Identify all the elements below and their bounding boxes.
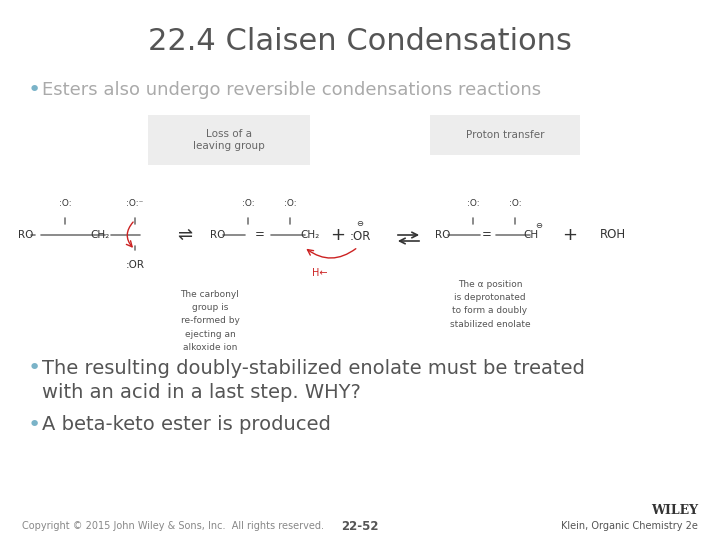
Polygon shape [430,115,580,155]
Text: :O:: :O: [242,199,254,207]
Text: +: + [330,226,346,244]
Text: ⇌: ⇌ [177,226,192,244]
Text: ROH: ROH [600,228,626,241]
Text: :OR: :OR [349,231,371,244]
Text: :O:: :O: [509,199,521,207]
Text: :O:: :O: [467,199,480,207]
Text: RO: RO [18,230,33,240]
Text: The α position
is deprotonated
to form a doubly
stabilized enolate: The α position is deprotonated to form a… [450,280,531,329]
Polygon shape [148,115,310,165]
Text: A beta-keto ester is produced: A beta-keto ester is produced [42,415,331,435]
Text: :OR: :OR [125,260,145,270]
Text: with an acid in a last step. WHY?: with an acid in a last step. WHY? [42,383,361,402]
Text: :O:: :O: [284,199,297,207]
Text: H←: H← [312,268,328,278]
Text: Esters also undergo reversible condensations reactions: Esters also undergo reversible condensat… [42,81,541,99]
Text: CH₂: CH₂ [300,230,319,240]
Text: ⊖: ⊖ [356,219,364,227]
Text: CH: CH [523,230,538,240]
Text: •: • [28,415,41,435]
Text: 22.4 Claisen Condensations: 22.4 Claisen Condensations [148,28,572,57]
Text: =: = [482,228,492,241]
Text: The carbonyl
group is
re-formed by
ejecting an
alkoxide ion: The carbonyl group is re-formed by eject… [181,290,240,352]
Text: Loss of a
leaving group: Loss of a leaving group [193,129,265,151]
Text: The resulting doubly-stabilized enolate must be treated: The resulting doubly-stabilized enolate … [42,359,585,377]
Text: :O:⁻: :O:⁻ [126,199,144,207]
Text: •: • [28,80,41,100]
Text: ⊖: ⊖ [536,220,542,230]
Text: Klein, Organic Chemistry 2e: Klein, Organic Chemistry 2e [561,521,698,531]
Text: Copyright © 2015 John Wiley & Sons, Inc.  All rights reserved.: Copyright © 2015 John Wiley & Sons, Inc.… [22,521,324,531]
Text: CH₂: CH₂ [91,230,109,240]
Text: Proton transfer: Proton transfer [466,130,544,140]
Text: RO: RO [210,230,225,240]
Text: +: + [562,226,577,244]
Text: WILEY: WILEY [651,503,698,516]
Text: =: = [255,228,265,241]
Text: •: • [28,358,41,378]
Text: 22-52: 22-52 [341,519,379,532]
Text: :O:: :O: [59,199,71,207]
Text: RO: RO [435,230,451,240]
